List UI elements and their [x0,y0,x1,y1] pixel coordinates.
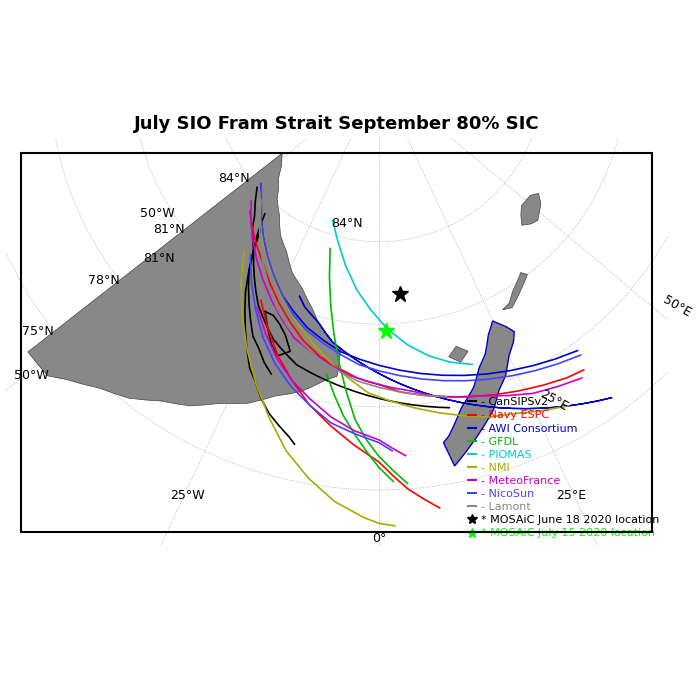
Polygon shape [28,153,341,406]
Text: 25°E: 25°E [538,388,570,414]
Polygon shape [449,347,468,362]
Text: 50°W: 50°W [14,369,48,382]
Text: 25°W: 25°W [170,489,204,502]
Text: 50°W: 50°W [140,208,174,221]
Text: 84°N: 84°N [331,217,363,230]
Text: 81°N: 81°N [153,223,185,236]
Text: 81°N: 81°N [143,251,174,264]
Polygon shape [521,193,541,225]
Polygon shape [444,321,514,466]
Title: July SIO Fram Strait September 80% SIC: July SIO Fram Strait September 80% SIC [134,115,540,134]
Text: 78°N: 78°N [88,274,120,287]
Text: 50°E: 50°E [660,294,693,320]
Text: 84°N: 84°N [218,172,250,185]
Text: 0°: 0° [372,532,386,545]
Polygon shape [503,273,528,310]
Legend: - CanSIPSv2, - Navy ESPC, - AWI Consortium, - GFDL, - PIOMAS, - NMI, - MeteoFran: - CanSIPSv2, - Navy ESPC, - AWI Consorti… [464,394,663,542]
Text: 25°E: 25°E [556,489,586,502]
Text: 75°N: 75°N [22,325,54,338]
